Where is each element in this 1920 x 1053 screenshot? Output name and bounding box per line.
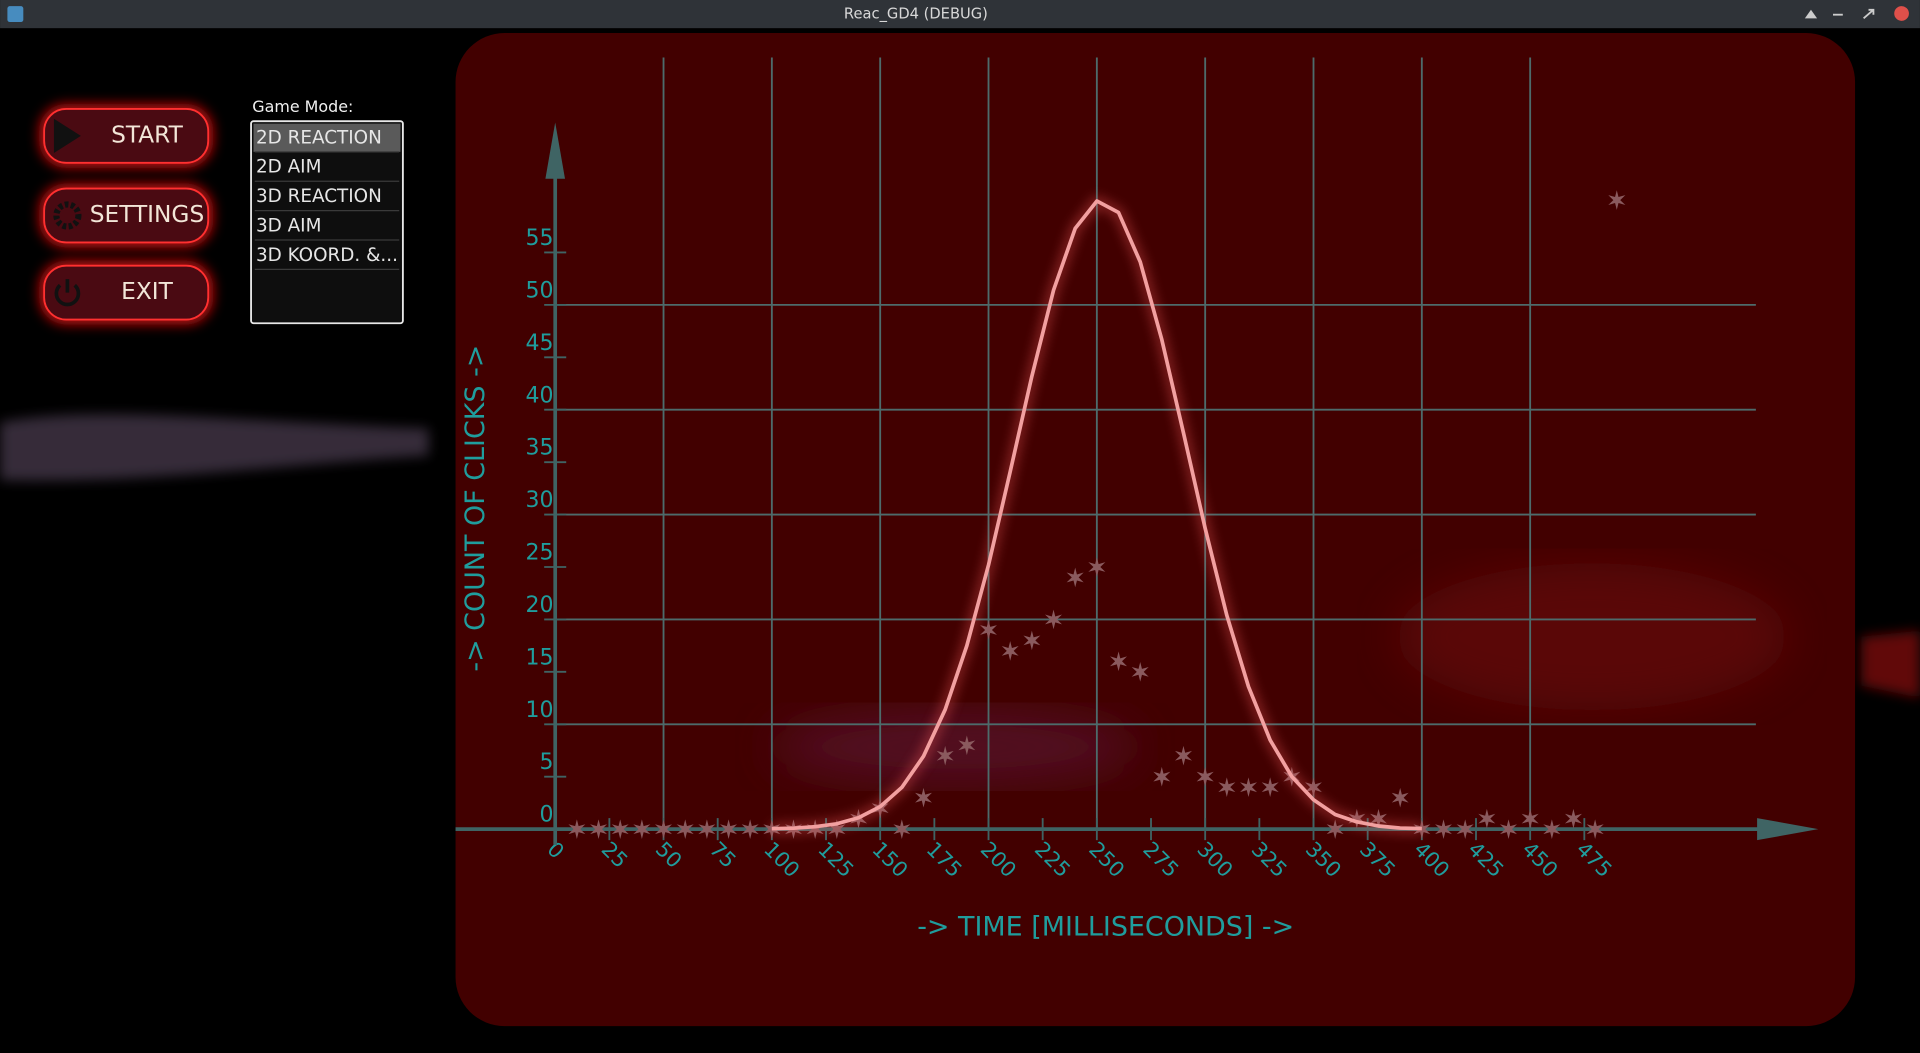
y-tick-label: 55 bbox=[525, 226, 553, 251]
button-body bbox=[43, 108, 210, 164]
y-tick-label: 40 bbox=[525, 383, 553, 408]
button-label: EXIT bbox=[121, 278, 173, 305]
maximize-button[interactable] bbox=[1863, 8, 1875, 20]
y-axis-arrow bbox=[545, 122, 565, 179]
data-point bbox=[1109, 651, 1128, 672]
y-tick-label: 45 bbox=[525, 331, 553, 356]
button-label: START bbox=[111, 121, 184, 148]
data-point bbox=[654, 819, 673, 839]
data-point bbox=[1261, 777, 1279, 797]
data-point bbox=[1564, 808, 1583, 829]
data-point bbox=[1305, 777, 1322, 797]
power-icon bbox=[54, 279, 81, 307]
data-point bbox=[698, 819, 716, 839]
chart-panel bbox=[455, 33, 1856, 1027]
data-point bbox=[1478, 808, 1496, 829]
app-icon bbox=[7, 6, 24, 23]
data-point bbox=[1023, 630, 1041, 651]
y-tick-label: 0 bbox=[539, 803, 553, 828]
game-mode-item[interactable]: 2D AIM bbox=[256, 157, 321, 178]
data-point bbox=[1391, 787, 1409, 808]
game-mode-item[interactable]: 3D REACTION bbox=[256, 186, 382, 207]
game-mode-items: 2D REACTION 2D AIM 3D REACTION 3D AIM 3D KOO… bbox=[253, 123, 401, 270]
button-body bbox=[43, 187, 210, 244]
window-title: Reac_GD4 (DEBUG) bbox=[844, 6, 988, 23]
data-point bbox=[828, 819, 846, 839]
data-point bbox=[676, 819, 694, 839]
game-mode-list bbox=[250, 120, 404, 325]
y-tick-label: 50 bbox=[525, 278, 553, 303]
data-point bbox=[590, 819, 608, 839]
data-point bbox=[1218, 777, 1236, 797]
data-point bbox=[1088, 557, 1106, 577]
button-label: SETTINGS bbox=[90, 201, 204, 228]
x-axis-label: -> TIME [MILLISECONDS] -> bbox=[917, 912, 1294, 943]
data-point bbox=[611, 819, 629, 839]
data-point bbox=[958, 735, 976, 756]
x-axis-arrow bbox=[1757, 818, 1819, 841]
data-point bbox=[1521, 808, 1539, 829]
y-tick-label: 10 bbox=[525, 698, 553, 723]
game-mode-label: Game Mode: bbox=[252, 97, 353, 116]
data-point bbox=[1196, 766, 1214, 787]
y-tick-label: 30 bbox=[525, 488, 553, 513]
data-point bbox=[893, 819, 911, 839]
data-point bbox=[1456, 819, 1474, 839]
menu-button[interactable]: SETTINGS bbox=[39, 183, 214, 248]
data-point bbox=[980, 620, 997, 640]
smoke bbox=[771, 710, 1139, 784]
menu-button[interactable]: EXIT bbox=[39, 260, 214, 325]
game-mode-item[interactable]: 3D AIM bbox=[256, 216, 321, 237]
data-point bbox=[1001, 641, 1019, 661]
smoke bbox=[1395, 563, 1788, 711]
data-point bbox=[720, 819, 738, 839]
game-mode-item[interactable]: 2D REACTION bbox=[256, 127, 382, 148]
data-point bbox=[1608, 190, 1626, 210]
data-point bbox=[1326, 819, 1344, 839]
data-point bbox=[1435, 819, 1452, 839]
gear-icon bbox=[53, 201, 82, 230]
y-tick-label: 20 bbox=[525, 593, 553, 618]
game-mode-item[interactable]: 3D KOORD. &... bbox=[256, 245, 398, 266]
data-point bbox=[936, 745, 954, 766]
data-point bbox=[1131, 662, 1149, 682]
data-point bbox=[1153, 766, 1171, 787]
button-body bbox=[43, 264, 210, 321]
smoke bbox=[1861, 630, 1920, 698]
keep-above-button[interactable] bbox=[1804, 9, 1818, 19]
data-point bbox=[568, 819, 586, 839]
y-tick-label: 15 bbox=[525, 645, 553, 670]
data-point bbox=[1240, 777, 1258, 797]
data-point bbox=[1370, 808, 1387, 829]
close-button[interactable] bbox=[1894, 6, 1909, 21]
data-point bbox=[1044, 609, 1062, 630]
data-point bbox=[633, 819, 651, 839]
data-point bbox=[1586, 819, 1604, 839]
y-tick-label: 25 bbox=[525, 541, 553, 566]
fit-curve bbox=[771, 199, 1422, 831]
play-icon bbox=[53, 118, 81, 154]
menu-button[interactable]: START bbox=[39, 104, 214, 168]
smoke bbox=[0, 414, 429, 481]
selected-highlight bbox=[253, 123, 401, 152]
data-point bbox=[1066, 567, 1084, 588]
y-axis-label: -> COUNT OF CLICKS -> bbox=[460, 345, 491, 672]
data-point bbox=[1499, 819, 1517, 839]
data-point bbox=[1543, 819, 1561, 839]
y-tick-label: 35 bbox=[525, 436, 553, 461]
menu: START SETTINGS EXIT bbox=[39, 104, 214, 325]
data-point bbox=[741, 819, 759, 839]
title-bar bbox=[0, 0, 1920, 29]
data-point bbox=[915, 787, 932, 808]
data-point bbox=[1413, 819, 1431, 839]
data-point bbox=[1175, 745, 1193, 766]
y-tick-label: 5 bbox=[539, 750, 553, 775]
